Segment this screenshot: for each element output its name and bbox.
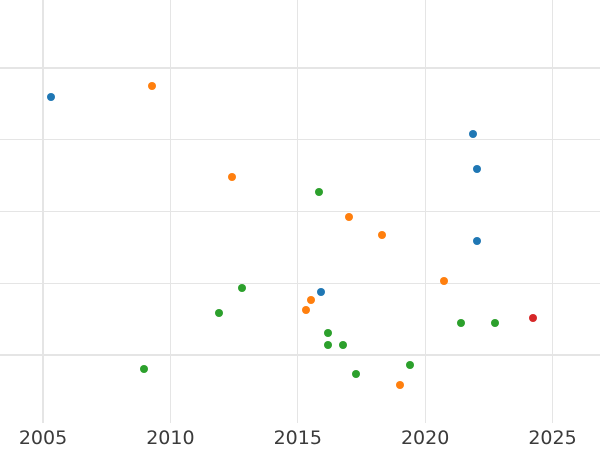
scatter-point-green[interactable] [457, 319, 466, 327]
scatter-point-green[interactable] [490, 319, 499, 327]
scatter-point-orange[interactable] [345, 213, 354, 221]
horizontal-gridline [0, 67, 600, 69]
scatter-point-blue[interactable] [472, 165, 481, 173]
scatter-point-green[interactable] [139, 365, 148, 373]
scatter-point-blue[interactable] [317, 288, 326, 296]
x-tick-label-2005: 2005 [18, 427, 68, 449]
horizontal-gridline [0, 210, 600, 213]
horizontal-gridline [0, 354, 600, 356]
x-tick-label-2025: 2025 [528, 427, 577, 449]
scatter-point-green[interactable] [238, 284, 247, 292]
scatter-point-red[interactable] [528, 314, 537, 322]
x-tick-label-2010: 2010 [146, 427, 195, 449]
scatter-point-green[interactable] [338, 341, 347, 349]
x-tick-label-2020: 2020 [400, 427, 450, 449]
scatter-point-blue[interactable] [469, 130, 478, 138]
scatter-point-orange[interactable] [378, 231, 387, 239]
scatter-point-orange[interactable] [148, 82, 157, 90]
scatter-point-blue[interactable] [472, 237, 481, 245]
scatter-point-green[interactable] [324, 341, 333, 349]
scatter-point-orange[interactable] [396, 381, 405, 389]
scatter-point-green[interactable] [352, 370, 361, 378]
x-tick-label-2015: 2015 [273, 427, 322, 449]
scatter-point-green[interactable] [215, 309, 224, 317]
scatter-point-orange[interactable] [227, 173, 236, 181]
horizontal-gridline [0, 139, 600, 141]
horizontal-gridline [0, 282, 600, 284]
scatter-point-green[interactable] [406, 361, 415, 369]
scatter-point-orange[interactable] [439, 277, 448, 285]
scatter-point-orange[interactable] [301, 306, 310, 314]
scatter-point-green[interactable] [324, 329, 333, 337]
scatter-point-green[interactable] [314, 188, 323, 196]
scatter-point-orange[interactable] [306, 296, 315, 304]
scatter-point-blue[interactable] [46, 93, 55, 101]
